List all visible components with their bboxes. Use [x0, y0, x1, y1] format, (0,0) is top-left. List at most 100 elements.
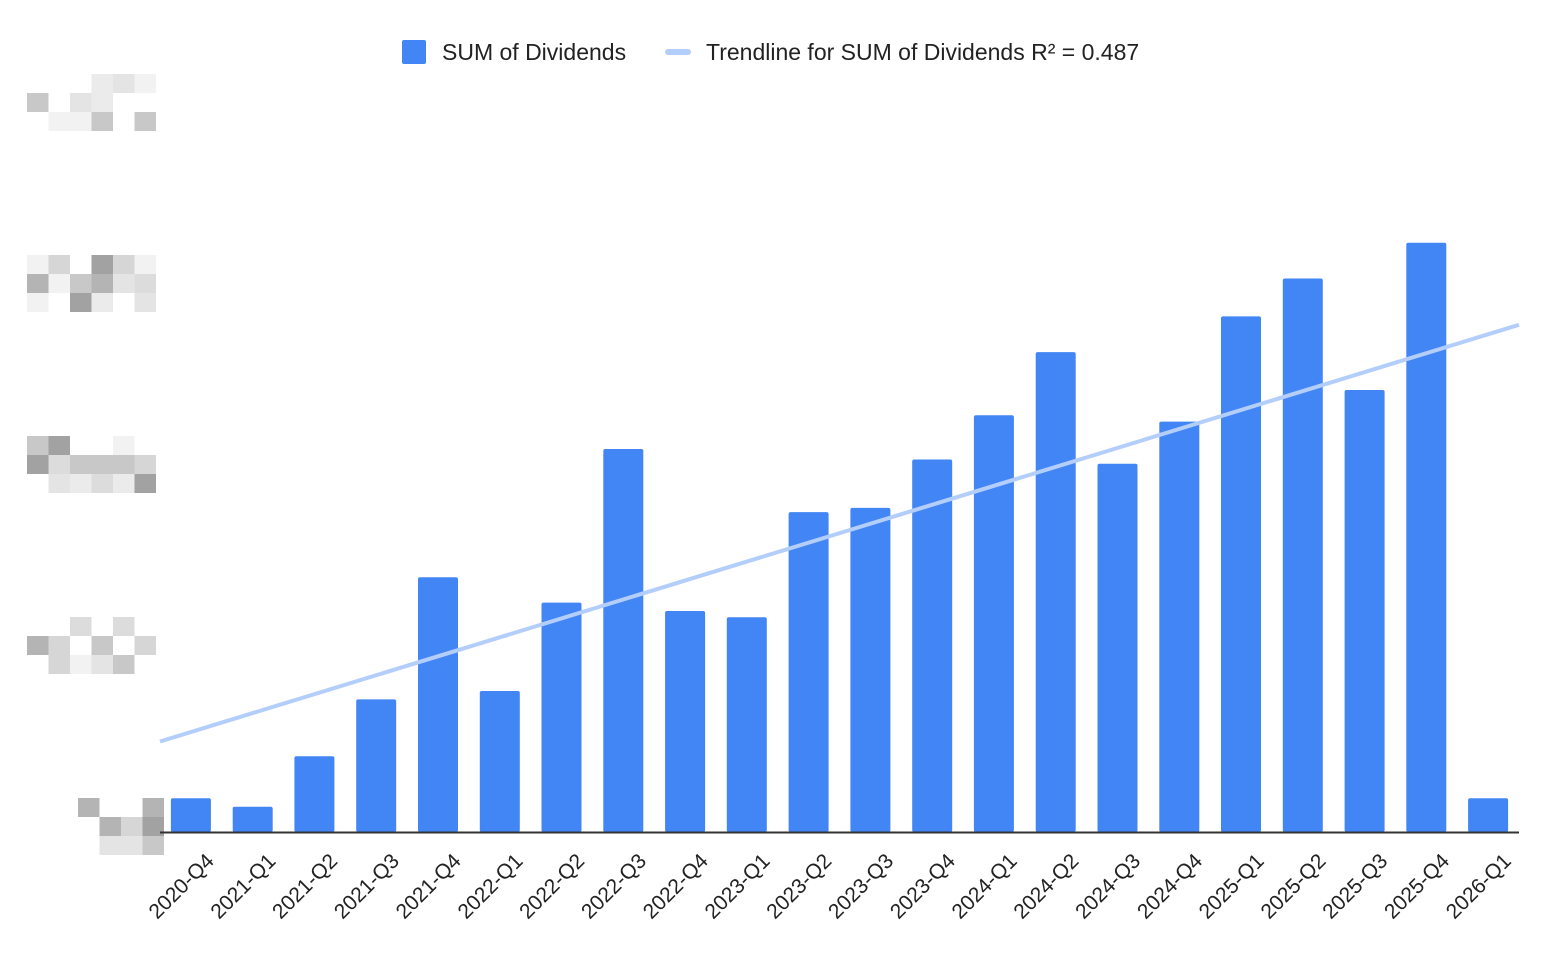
bar-2026-Q1 — [1468, 798, 1509, 832]
y-tick-label-obscured-block — [113, 436, 135, 455]
x-tick-label-2021-Q4: 2021-Q4 — [392, 849, 466, 923]
y-tick-label-obscured-block — [91, 655, 113, 674]
x-tick-label-2024-Q1: 2024-Q1 — [948, 849, 1022, 923]
x-tick-label-2026-Q1: 2026-Q1 — [1442, 849, 1516, 923]
y-tick-label-obscured-block — [91, 455, 113, 474]
y-tick-label-obscured-block — [91, 474, 113, 493]
bar-2024-Q1 — [973, 415, 1014, 832]
x-tick-label-2022-Q1: 2022-Q1 — [453, 849, 527, 923]
x-tick-label-2022-Q3: 2022-Q3 — [577, 849, 651, 923]
trendline — [159, 322, 1520, 744]
x-tick-label-2025-Q2: 2025-Q2 — [1256, 849, 1330, 923]
y-tick-label-obscured-block — [134, 636, 156, 655]
bar-2020-Q4 — [170, 798, 211, 832]
y-tick-label-obscured-block — [113, 655, 135, 674]
x-tick-label-2021-Q3: 2021-Q3 — [330, 849, 404, 923]
y-tick-label-obscured-block — [134, 112, 156, 131]
y-tick-label-obscured-block — [113, 274, 135, 293]
legend: SUM of Dividends Trendline for SUM of Di… — [402, 39, 1139, 65]
x-tick-label-2021-Q1: 2021-Q1 — [206, 849, 280, 923]
y-axis-labels-obscured — [27, 74, 164, 855]
x-tick-label-2023-Q3: 2023-Q3 — [824, 849, 898, 923]
x-tick-label-2024-Q2: 2024-Q2 — [1009, 849, 1083, 923]
y-tick-label-obscured-block — [27, 255, 49, 274]
bar-2021-Q3 — [356, 699, 397, 832]
y-tick-label-obscured-block — [27, 636, 49, 655]
bar-2024-Q3 — [1097, 463, 1138, 832]
x-tick-label-2022-Q4: 2022-Q4 — [639, 849, 713, 923]
legend-swatch-trendline — [665, 49, 691, 55]
y-tick-label-obscured-block — [70, 617, 92, 636]
y-tick-label-obscured-block — [113, 474, 135, 493]
y-tick-label-obscured-block — [27, 274, 49, 293]
bar-2024-Q2 — [1035, 352, 1076, 832]
x-tick-label-2023-Q2: 2023-Q2 — [762, 849, 836, 923]
x-axis-tick-labels: 2020-Q42021-Q12021-Q22021-Q32021-Q42022-… — [145, 849, 1516, 923]
bar-2025-Q3 — [1344, 390, 1385, 832]
y-tick-label-obscured-block — [48, 655, 70, 674]
bar-2023-Q1 — [726, 617, 767, 832]
y-tick-label-obscured-block — [48, 455, 70, 474]
bar-2022-Q1 — [479, 691, 520, 832]
y-tick-label-obscured-block — [70, 293, 92, 312]
x-tick-label-2025-Q4: 2025-Q4 — [1380, 849, 1454, 923]
y-tick-label-obscured-block — [121, 817, 143, 836]
y-tick-label-obscured-block — [91, 255, 113, 274]
y-tick-label-obscured-block — [27, 436, 49, 455]
bar-2023-Q4 — [912, 459, 953, 832]
bar-2025-Q1 — [1221, 316, 1261, 832]
bars-group — [170, 242, 1509, 832]
bar-2025-Q2 — [1282, 278, 1323, 832]
legend-label-trendline: Trendline for SUM of Dividends R² = 0.48… — [706, 39, 1139, 65]
x-tick-label-2022-Q2: 2022-Q2 — [515, 849, 589, 923]
y-tick-label-obscured-block — [91, 636, 113, 655]
y-tick-label-obscured-block — [134, 293, 156, 312]
y-tick-label-obscured-block — [70, 474, 92, 493]
legend-swatch-bars — [402, 40, 426, 64]
y-tick-label-obscured-block — [134, 274, 156, 293]
y-tick-label-obscured-block — [48, 112, 70, 131]
bar-2021-Q1 — [232, 806, 273, 832]
y-tick-label-obscured-block — [48, 255, 70, 274]
x-tick-label-2023-Q1: 2023-Q1 — [700, 849, 774, 923]
x-tick-label-2023-Q4: 2023-Q4 — [886, 849, 960, 923]
x-tick-label-2025-Q3: 2025-Q3 — [1318, 849, 1392, 923]
x-tick-label-2025-Q1: 2025-Q1 — [1195, 849, 1269, 923]
y-tick-label-obscured-block — [78, 798, 100, 817]
y-tick-label-obscured-block — [91, 293, 113, 312]
y-tick-label-obscured-block — [48, 636, 70, 655]
y-tick-label-obscured-block — [121, 836, 143, 855]
y-tick-label-obscured-block — [27, 93, 49, 112]
x-tick-label-2024-Q3: 2024-Q3 — [1071, 849, 1145, 923]
y-tick-label-obscured-block — [91, 93, 113, 112]
y-tick-label-obscured-block — [113, 617, 135, 636]
x-tick-label-2020-Q4: 2020-Q4 — [145, 849, 219, 923]
bar-2023-Q3 — [850, 507, 891, 832]
y-tick-label-obscured-block — [48, 436, 70, 455]
legend-label-bars: SUM of Dividends — [442, 39, 626, 65]
x-tick-label-2024-Q4: 2024-Q4 — [1133, 849, 1207, 923]
bar-2025-Q4 — [1406, 242, 1447, 832]
y-tick-label-obscured-block — [70, 274, 92, 293]
y-tick-label-obscured-block — [134, 255, 156, 274]
y-tick-label-obscured-block — [70, 112, 92, 131]
bar-2023-Q2 — [788, 512, 829, 832]
y-tick-label-obscured-block — [70, 455, 92, 474]
y-tick-label-obscured-block — [142, 817, 164, 836]
bar-2021-Q2 — [294, 756, 335, 832]
y-tick-label-obscured-block — [99, 836, 121, 855]
bar-2024-Q4 — [1159, 421, 1200, 832]
y-tick-label-obscured-block — [113, 255, 135, 274]
y-tick-label-obscured-block — [48, 274, 70, 293]
y-tick-label-obscured-block — [134, 474, 156, 493]
bar-2021-Q4 — [418, 577, 458, 832]
y-tick-label-obscured-block — [99, 817, 121, 836]
bar-2022-Q4 — [665, 611, 706, 832]
y-tick-label-obscured-block — [27, 455, 49, 474]
y-tick-label-obscured-block — [70, 655, 92, 674]
bar-2022-Q2 — [541, 602, 582, 832]
y-tick-label-obscured-block — [27, 293, 49, 312]
y-tick-label-obscured-block — [48, 474, 70, 493]
y-tick-label-obscured-block — [70, 93, 92, 112]
